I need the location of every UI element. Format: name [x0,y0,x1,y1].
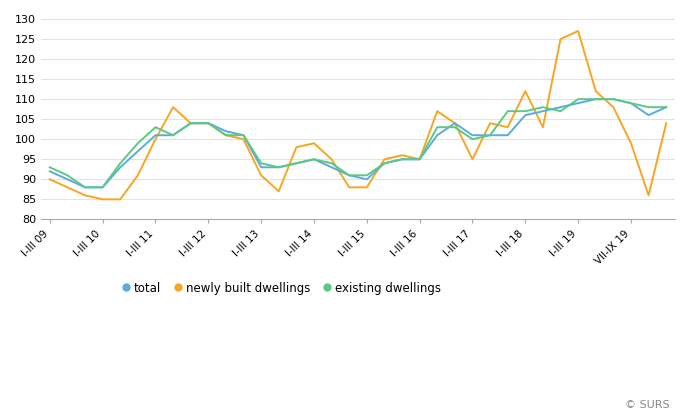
Text: © SURS: © SURS [624,400,669,410]
Legend: total, newly built dwellings, existing dwellings: total, newly built dwellings, existing d… [118,277,446,299]
